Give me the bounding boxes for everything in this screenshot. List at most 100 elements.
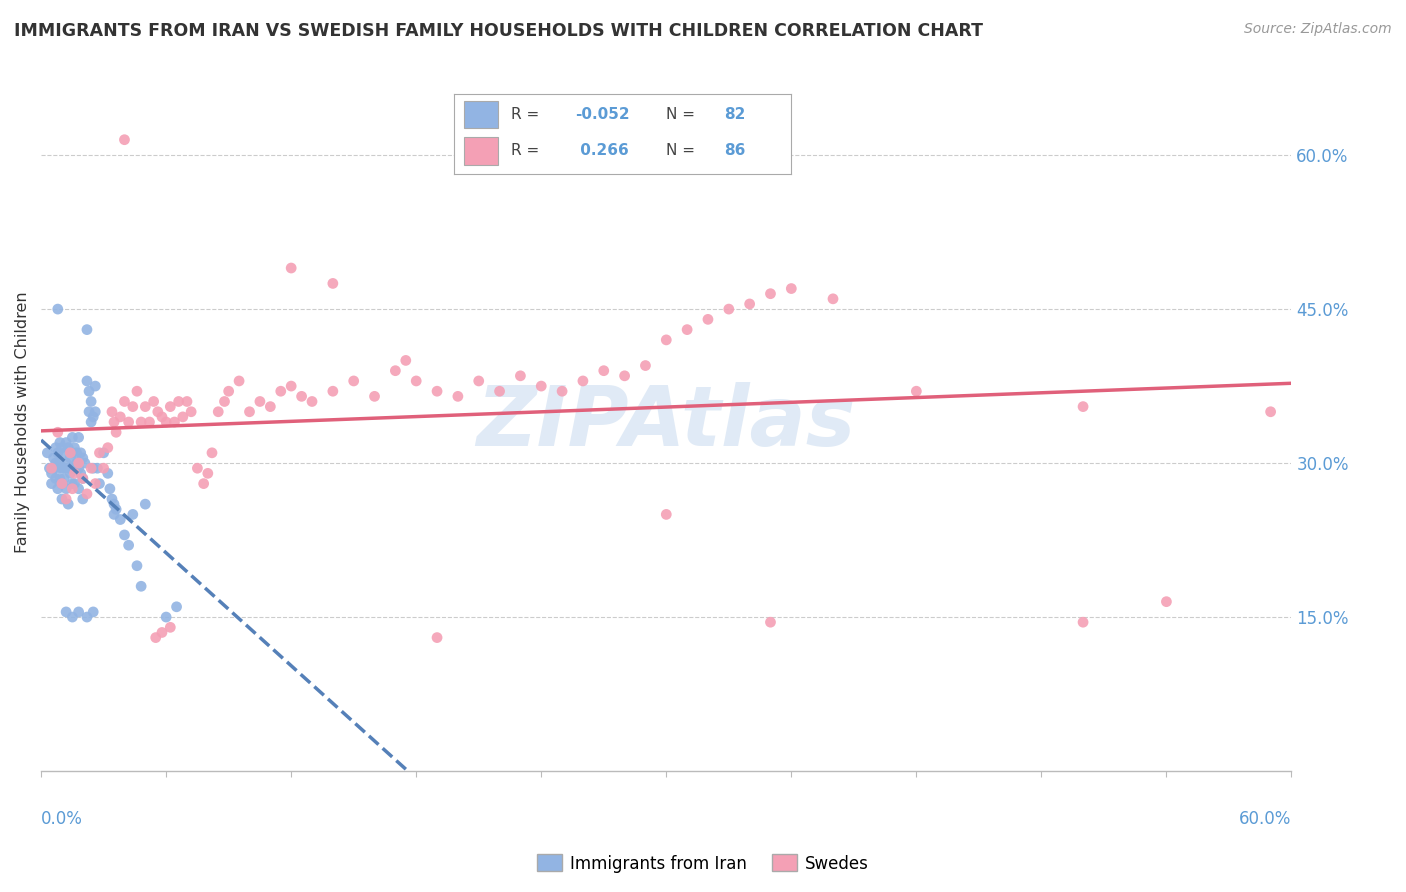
Point <box>49 435 72 450</box>
Point <box>105 425 128 440</box>
Point <box>49 471 72 485</box>
Point <box>63 441 86 455</box>
Point <box>41 467 63 481</box>
Point <box>146 405 169 419</box>
Point <box>426 384 449 399</box>
Point <box>166 599 188 614</box>
Point <box>134 400 156 414</box>
Point <box>655 333 678 347</box>
Point <box>291 389 314 403</box>
Point <box>80 461 103 475</box>
Point <box>55 482 77 496</box>
Point <box>76 610 98 624</box>
Point <box>759 286 782 301</box>
Point <box>228 374 250 388</box>
Point <box>46 482 69 496</box>
Point <box>384 364 406 378</box>
Point <box>110 409 132 424</box>
Point <box>65 446 87 460</box>
Point <box>46 425 69 440</box>
Point <box>238 405 260 419</box>
Point <box>49 456 72 470</box>
Point <box>72 471 94 485</box>
Point <box>103 415 125 429</box>
Point <box>280 379 302 393</box>
Point <box>51 441 73 455</box>
Point <box>67 456 90 470</box>
Point <box>167 394 190 409</box>
Point <box>426 631 449 645</box>
Point <box>114 528 136 542</box>
Point <box>51 476 73 491</box>
Text: 60.0%: 60.0% <box>1239 810 1292 828</box>
Point <box>59 446 82 460</box>
Point <box>1071 400 1094 414</box>
Point <box>98 482 121 496</box>
Point <box>103 508 125 522</box>
Point <box>129 415 152 429</box>
Point <box>69 446 91 460</box>
Point <box>259 400 281 414</box>
Point <box>759 615 782 630</box>
Point <box>53 471 76 485</box>
Point <box>163 415 186 429</box>
Point <box>821 292 844 306</box>
Point <box>634 359 657 373</box>
Point <box>46 461 69 475</box>
Point <box>67 605 90 619</box>
Point <box>84 476 107 491</box>
Point <box>58 461 80 475</box>
Point <box>738 297 761 311</box>
Text: IMMIGRANTS FROM IRAN VS SWEDISH FAMILY HOUSEHOLDS WITH CHILDREN CORRELATION CHAR: IMMIGRANTS FROM IRAN VS SWEDISH FAMILY H… <box>14 22 983 40</box>
Point <box>42 450 65 465</box>
Point <box>86 461 108 475</box>
Point <box>63 461 86 475</box>
Point <box>37 446 59 460</box>
Point <box>97 441 120 455</box>
Point <box>207 405 229 419</box>
Point <box>93 461 115 475</box>
Point <box>67 482 90 496</box>
Point <box>65 456 87 470</box>
Point <box>343 374 366 388</box>
Point <box>72 471 94 485</box>
Point <box>73 456 96 470</box>
Point <box>89 476 111 491</box>
Point <box>592 364 614 378</box>
Point <box>172 409 194 424</box>
Point <box>117 415 139 429</box>
Point <box>82 461 104 475</box>
Point <box>322 277 344 291</box>
Y-axis label: Family Households with Children: Family Households with Children <box>15 291 30 553</box>
Point <box>72 491 94 506</box>
Point <box>55 491 77 506</box>
Point <box>270 384 292 399</box>
Point <box>60 482 83 496</box>
Point <box>155 610 177 624</box>
Point <box>395 353 418 368</box>
Point <box>110 512 132 526</box>
Point <box>76 323 98 337</box>
Legend: Immigrants from Iran, Swedes: Immigrants from Iran, Swedes <box>530 847 876 880</box>
Text: Source: ZipAtlas.com: Source: ZipAtlas.com <box>1244 22 1392 37</box>
Point <box>138 415 160 429</box>
Point <box>125 558 148 573</box>
Point <box>59 450 82 465</box>
Point <box>780 281 803 295</box>
Point <box>905 384 928 399</box>
Point <box>551 384 574 399</box>
Point <box>121 508 143 522</box>
Point <box>69 467 91 481</box>
Point <box>114 133 136 147</box>
Point <box>55 435 77 450</box>
Point <box>53 461 76 475</box>
Point <box>117 538 139 552</box>
Point <box>142 394 165 409</box>
Point <box>655 508 678 522</box>
Point <box>72 450 94 465</box>
Point <box>46 302 69 317</box>
Point <box>45 441 67 455</box>
Point <box>717 302 740 317</box>
Point <box>60 476 83 491</box>
Point <box>1071 615 1094 630</box>
